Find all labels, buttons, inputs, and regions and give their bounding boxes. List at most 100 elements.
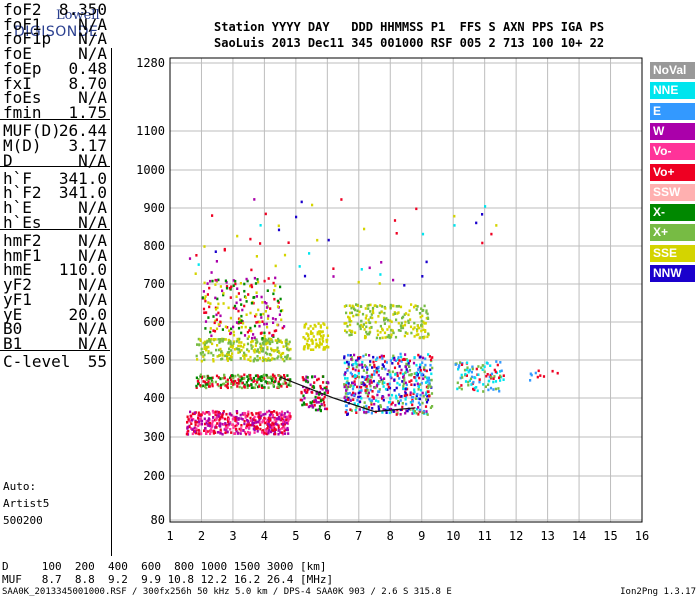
echo-point <box>239 282 242 285</box>
echo-point <box>271 413 275 417</box>
echo-point <box>213 429 216 433</box>
echo-point <box>426 379 429 382</box>
echo-point <box>240 331 243 335</box>
echo-point <box>276 348 279 352</box>
echo-point <box>379 405 382 409</box>
echo-point <box>382 365 385 368</box>
echo-point <box>378 311 381 315</box>
param-row: yF2 N/A <box>3 275 107 294</box>
echo-point <box>413 388 416 392</box>
echo-point <box>306 339 309 343</box>
echo-point <box>259 376 262 379</box>
param-row: C-level 55 <box>3 352 107 371</box>
echo-point <box>463 368 467 372</box>
echo-point <box>483 365 486 368</box>
echo-point <box>213 321 216 325</box>
echo-point <box>284 340 287 343</box>
echo-point <box>389 336 392 339</box>
echo-point <box>417 397 420 400</box>
echo-point <box>233 432 236 435</box>
echo-point <box>251 419 254 422</box>
echo-point <box>255 420 258 424</box>
echo-point <box>365 410 368 414</box>
echo-point <box>403 379 406 382</box>
echo-point <box>219 285 222 288</box>
echo-point <box>319 343 322 346</box>
echo-point <box>301 376 304 379</box>
echo-point <box>395 395 398 399</box>
echo-point <box>310 339 313 342</box>
echo-point <box>415 372 418 375</box>
echo-point <box>371 366 374 369</box>
echo-point <box>404 381 407 385</box>
echo-point <box>367 303 370 307</box>
echo-point <box>258 378 261 381</box>
y-tick-label: 400 <box>143 391 165 405</box>
param-name: D <box>3 150 13 170</box>
echo-point <box>252 376 255 380</box>
echo-point <box>202 355 205 358</box>
echo-point <box>209 330 212 334</box>
echo-point <box>302 385 305 389</box>
echo-point <box>360 386 363 389</box>
echo-point <box>239 298 242 302</box>
echo-point <box>257 420 260 424</box>
echo-point <box>270 347 273 350</box>
echo-point <box>272 383 275 387</box>
echo-point <box>382 385 385 388</box>
echo-point <box>256 427 259 430</box>
echo-point <box>389 397 392 400</box>
echo-point <box>354 308 357 312</box>
echo-point <box>400 321 403 325</box>
echo-point <box>410 383 413 386</box>
echo-point <box>197 411 200 415</box>
echo-point <box>196 379 199 383</box>
echo-point <box>376 356 379 360</box>
echo-point <box>219 428 222 432</box>
echo-point <box>235 381 239 385</box>
echo-point <box>190 419 194 422</box>
echo-point <box>378 336 382 340</box>
echo-point <box>413 376 416 379</box>
echo-point <box>260 295 263 299</box>
echo-point <box>243 383 246 387</box>
echo-point <box>418 397 421 401</box>
echo-point <box>401 402 404 405</box>
param-value: 8.70 <box>68 73 107 93</box>
echo-point <box>200 353 203 356</box>
echo-point <box>232 279 235 282</box>
echo-point <box>385 361 388 364</box>
param-value: 26.44 <box>58 121 107 141</box>
echo-point <box>276 413 279 416</box>
echo-point <box>412 361 416 365</box>
echo-point <box>353 383 356 386</box>
echo-point <box>372 379 375 383</box>
echo-point <box>425 369 428 373</box>
echo-point <box>240 341 243 344</box>
echo-point <box>205 348 208 352</box>
x-tick-label: 6 <box>324 529 331 543</box>
echo-point <box>270 377 273 380</box>
echo-point <box>225 385 228 388</box>
echo-point <box>208 305 211 309</box>
echo-point <box>360 381 363 385</box>
echo-point <box>224 384 227 387</box>
echo-point <box>412 327 415 331</box>
echo-point <box>358 400 361 404</box>
echo-point <box>422 328 425 332</box>
echo-point <box>263 301 266 304</box>
echo-point <box>199 375 202 378</box>
echo-point <box>345 304 348 307</box>
echo-point <box>215 418 218 422</box>
echo-point <box>276 323 279 327</box>
echo-point <box>382 398 385 402</box>
echo-point <box>350 329 353 333</box>
echo-point <box>388 370 391 374</box>
echo-point <box>258 385 261 388</box>
echo-point <box>318 344 321 347</box>
legend-item: NNW <box>650 265 695 282</box>
echo-point <box>429 385 432 388</box>
echo-point <box>357 391 360 395</box>
echo-point <box>219 386 222 389</box>
echo-point <box>319 330 322 333</box>
